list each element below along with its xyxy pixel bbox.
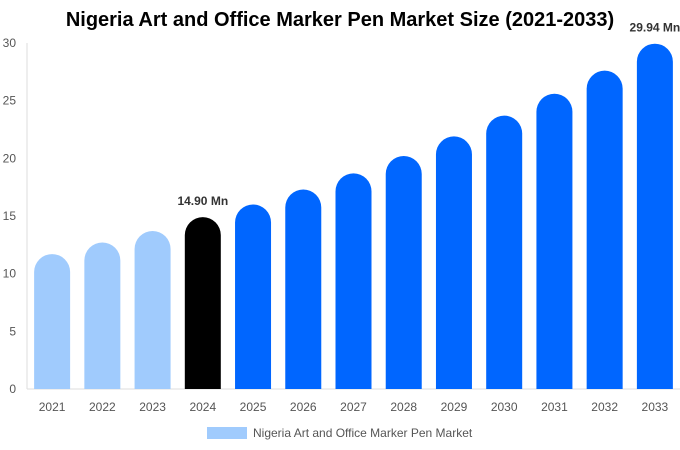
bar-2033 xyxy=(636,43,673,389)
x-tick-label: 2023 xyxy=(139,400,166,414)
bar-2032 xyxy=(586,70,623,390)
x-tick-label: 2025 xyxy=(240,400,267,414)
legend: Nigeria Art and Office Marker Pen Market xyxy=(207,426,472,440)
legend-swatch xyxy=(207,427,247,439)
bar-2021 xyxy=(34,254,71,389)
y-tick-label: 20 xyxy=(3,151,17,165)
bar-2024 xyxy=(184,217,221,389)
bar-2022 xyxy=(84,242,121,389)
bar-2025 xyxy=(235,204,272,389)
x-tick-label: 2032 xyxy=(591,400,618,414)
y-tick-label: 0 xyxy=(9,382,16,396)
bar-2028 xyxy=(385,156,422,389)
y-tick-label: 25 xyxy=(3,94,17,108)
x-tick-label: 2022 xyxy=(89,400,116,414)
x-tick-label: 2033 xyxy=(642,400,669,414)
bar-2030 xyxy=(486,115,523,389)
x-tick-label: 2024 xyxy=(189,400,216,414)
x-tick-label: 2031 xyxy=(541,400,568,414)
y-tick-label: 30 xyxy=(3,36,17,50)
chart-title: Nigeria Art and Office Marker Pen Market… xyxy=(65,9,615,31)
y-tick-label: 5 xyxy=(9,324,16,338)
legend-label: Nigeria Art and Office Marker Pen Market xyxy=(253,426,473,440)
bar-2027 xyxy=(335,173,372,389)
y-tick-label: 15 xyxy=(3,209,17,223)
data-label: 29.94 Mn xyxy=(630,21,680,35)
x-tick-label: 2027 xyxy=(340,400,367,414)
y-tick-label: 10 xyxy=(3,267,17,281)
bar-2023 xyxy=(134,230,171,389)
x-tick-label: 2026 xyxy=(290,400,317,414)
x-tick-label: 2029 xyxy=(441,400,468,414)
x-tick-label: 2021 xyxy=(39,400,66,414)
data-label: 14.90 Mn xyxy=(177,194,228,208)
x-tick-label: 2030 xyxy=(491,400,518,414)
x-tick-label: 2028 xyxy=(390,400,417,414)
bar-2031 xyxy=(536,93,573,389)
bar-2026 xyxy=(285,189,322,389)
bar-2029 xyxy=(435,136,472,389)
